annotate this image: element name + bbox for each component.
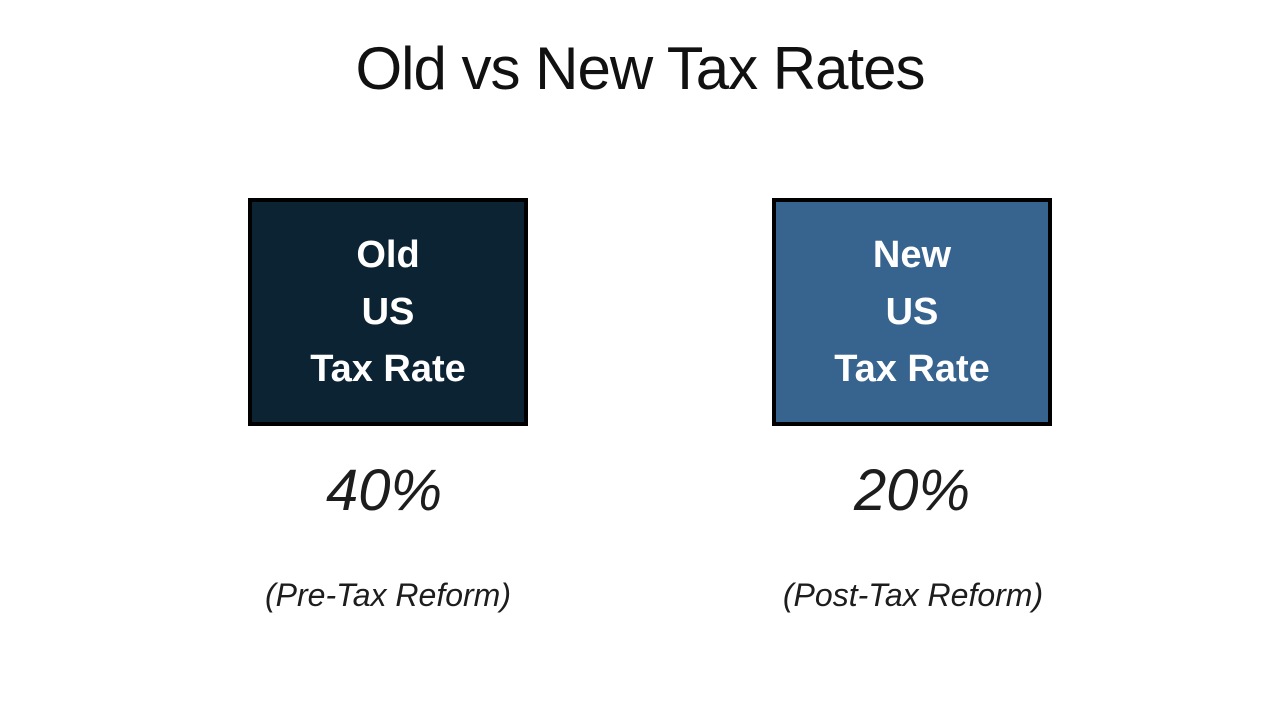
new-box-line-2: US (885, 290, 939, 333)
new-rate-value: 20% (853, 458, 971, 523)
old-box-line-3: Tax Rate (310, 347, 466, 390)
new-tax-rate-box: New US Tax Rate (772, 198, 1052, 426)
old-tax-rate-box: Old US Tax Rate (248, 198, 528, 426)
slide-title: Old vs New Tax Rates (355, 35, 925, 102)
new-rate-caption: (Post-Tax Reform) (782, 577, 1044, 613)
old-rate-caption: (Pre-Tax Reform) (265, 577, 511, 613)
new-box-line-3: Tax Rate (834, 347, 990, 390)
new-box-line-1: New (872, 233, 952, 276)
old-box-line-2: US (361, 290, 415, 333)
old-rate-value: 40% (325, 458, 443, 523)
old-box-line-1: Old (356, 233, 420, 276)
